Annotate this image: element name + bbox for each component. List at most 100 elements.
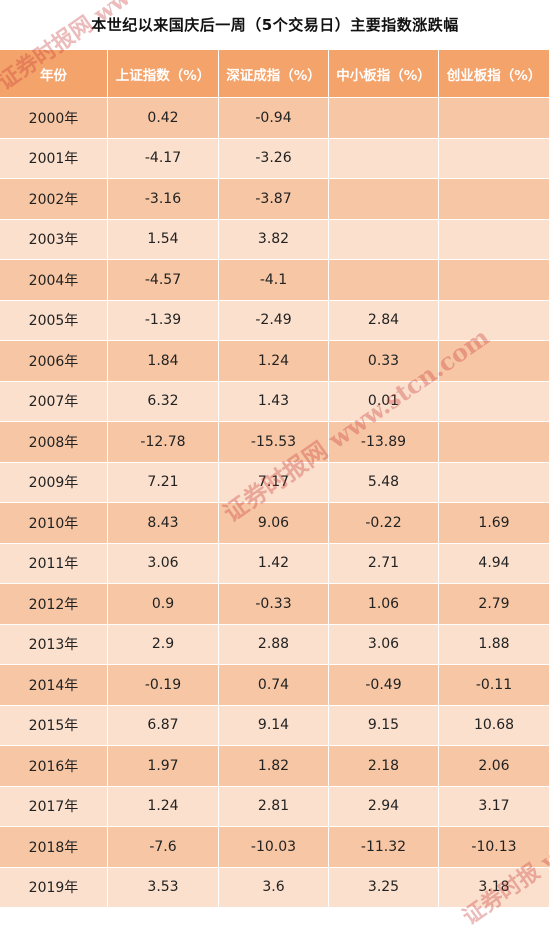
chinext-cell: 1.88 <box>439 624 550 665</box>
shenzhen-cell: 1.82 <box>219 746 329 787</box>
sme-cell: 2.18 <box>329 746 439 787</box>
shanghai-cell: -7.6 <box>108 827 219 868</box>
sme-cell <box>329 260 439 301</box>
shanghai-cell: -4.57 <box>108 260 219 301</box>
sme-cell: 1.06 <box>329 584 439 625</box>
shenzhen-cell: 1.24 <box>219 341 329 382</box>
shenzhen-cell: 9.14 <box>219 705 329 746</box>
year-cell: 2016年 <box>0 746 108 787</box>
shanghai-cell: 7.21 <box>108 462 219 503</box>
chinext-cell <box>439 179 550 220</box>
chinext-cell: 2.06 <box>439 746 550 787</box>
shenzhen-cell: -0.94 <box>219 98 329 139</box>
year-cell: 2014年 <box>0 665 108 706</box>
shenzhen-cell: -3.87 <box>219 179 329 220</box>
shanghai-cell: 8.43 <box>108 503 219 544</box>
year-cell: 2018年 <box>0 827 108 868</box>
chinext-cell: 3.18 <box>439 867 550 908</box>
sme-cell: -0.49 <box>329 665 439 706</box>
shenzhen-cell: 3.6 <box>219 867 329 908</box>
shenzhen-cell: 9.06 <box>219 503 329 544</box>
year-cell: 2013年 <box>0 624 108 665</box>
sme-cell <box>329 219 439 260</box>
shenzhen-cell: -2.49 <box>219 300 329 341</box>
header-shenzhen: 深证成指（%） <box>219 50 329 98</box>
shenzhen-cell: 2.88 <box>219 624 329 665</box>
chinext-cell: 1.69 <box>439 503 550 544</box>
chinext-cell: -10.13 <box>439 827 550 868</box>
sme-cell <box>329 98 439 139</box>
shanghai-cell: -4.17 <box>108 138 219 179</box>
sme-cell: -0.22 <box>329 503 439 544</box>
index-change-table: 年份 上证指数（%） 深证成指（%） 中小板指（%） 创业板指（%） 2000年… <box>0 50 550 908</box>
shanghai-cell: 6.32 <box>108 381 219 422</box>
chinext-cell <box>439 300 550 341</box>
sme-cell <box>329 179 439 220</box>
chinext-cell <box>439 98 550 139</box>
year-cell: 2001年 <box>0 138 108 179</box>
shenzhen-cell: 2.81 <box>219 786 329 827</box>
sme-cell: 0.33 <box>329 341 439 382</box>
year-cell: 2015年 <box>0 705 108 746</box>
sme-cell: 2.71 <box>329 543 439 584</box>
shanghai-cell: -12.78 <box>108 422 219 463</box>
shenzhen-cell: 7.17 <box>219 462 329 503</box>
shanghai-cell: 1.97 <box>108 746 219 787</box>
header-sme: 中小板指（%） <box>329 50 439 98</box>
sme-cell: 3.06 <box>329 624 439 665</box>
shanghai-cell: -0.19 <box>108 665 219 706</box>
year-cell: 2002年 <box>0 179 108 220</box>
chinext-cell <box>439 138 550 179</box>
shanghai-cell: 1.54 <box>108 219 219 260</box>
year-cell: 2019年 <box>0 867 108 908</box>
shenzhen-cell: 1.42 <box>219 543 329 584</box>
year-cell: 2003年 <box>0 219 108 260</box>
chinext-cell: 4.94 <box>439 543 550 584</box>
sme-cell <box>329 138 439 179</box>
shenzhen-cell: -10.03 <box>219 827 329 868</box>
year-cell: 2008年 <box>0 422 108 463</box>
chinext-cell <box>439 462 550 503</box>
sme-cell: 9.15 <box>329 705 439 746</box>
shanghai-cell: 6.87 <box>108 705 219 746</box>
year-cell: 2005年 <box>0 300 108 341</box>
year-cell: 2004年 <box>0 260 108 301</box>
shenzhen-cell: -3.26 <box>219 138 329 179</box>
shenzhen-cell: -4.1 <box>219 260 329 301</box>
chinext-cell: 2.79 <box>439 584 550 625</box>
header-chinext: 创业板指（%） <box>439 50 550 98</box>
sme-cell: 2.84 <box>329 300 439 341</box>
chinext-cell <box>439 260 550 301</box>
sme-cell: 5.48 <box>329 462 439 503</box>
shenzhen-cell: 3.82 <box>219 219 329 260</box>
shenzhen-cell: -0.33 <box>219 584 329 625</box>
shanghai-cell: 0.42 <box>108 98 219 139</box>
shanghai-cell: 3.06 <box>108 543 219 584</box>
sme-cell: 0.01 <box>329 381 439 422</box>
shenzhen-cell: -15.53 <box>219 422 329 463</box>
shenzhen-cell: 0.74 <box>219 665 329 706</box>
shenzhen-cell: 1.43 <box>219 381 329 422</box>
table-title: 本世纪以来国庆后一周（5个交易日）主要指数涨跌幅 <box>91 15 459 34</box>
shanghai-cell: 2.9 <box>108 624 219 665</box>
shanghai-cell: 1.24 <box>108 786 219 827</box>
year-cell: 2017年 <box>0 786 108 827</box>
sme-cell: -13.89 <box>329 422 439 463</box>
chinext-cell <box>439 341 550 382</box>
year-cell: 2007年 <box>0 381 108 422</box>
year-cell: 2011年 <box>0 543 108 584</box>
year-cell: 2006年 <box>0 341 108 382</box>
shanghai-cell: -1.39 <box>108 300 219 341</box>
shanghai-cell: 1.84 <box>108 341 219 382</box>
shanghai-cell: 0.9 <box>108 584 219 625</box>
header-year: 年份 <box>0 50 108 98</box>
chinext-cell: -0.11 <box>439 665 550 706</box>
chinext-cell <box>439 422 550 463</box>
sme-cell: 2.94 <box>329 786 439 827</box>
year-cell: 2012年 <box>0 584 108 625</box>
year-cell: 2010年 <box>0 503 108 544</box>
shanghai-cell: 3.53 <box>108 867 219 908</box>
year-cell: 2000年 <box>0 98 108 139</box>
sme-cell: 3.25 <box>329 867 439 908</box>
chinext-cell: 3.17 <box>439 786 550 827</box>
